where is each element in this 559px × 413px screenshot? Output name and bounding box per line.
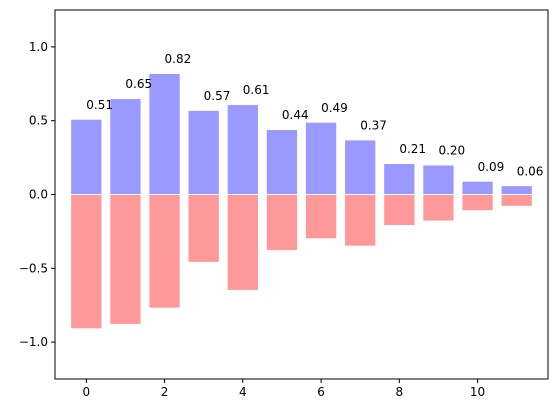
- negative-bar-8: [383, 194, 416, 226]
- negative-bar-10: [461, 194, 494, 212]
- negative-bar-5: [265, 194, 299, 252]
- y-tick-label-0: −1.0: [19, 335, 48, 349]
- data-label-10: 0.09: [478, 160, 505, 174]
- x-tick-label-0: 0: [82, 385, 90, 399]
- data-label-11: 0.06: [517, 164, 544, 178]
- data-label-2: 0.82: [165, 52, 192, 66]
- y-tick-label-3: 0.5: [29, 114, 48, 128]
- data-label-5: 0.44: [282, 108, 309, 122]
- y-tick-label-1: −0.5: [19, 261, 48, 275]
- data-label-8: 0.21: [399, 142, 426, 156]
- negative-bar-2: [148, 194, 181, 309]
- positive-bar-8: [383, 163, 416, 195]
- x-tick-label-2: 4: [239, 385, 247, 399]
- negative-bar-1: [109, 194, 142, 325]
- x-tick-label-4: 8: [395, 385, 403, 399]
- data-label-4: 0.61: [243, 83, 270, 97]
- data-label-1: 0.65: [125, 77, 152, 91]
- data-labels: 0.51 0.65 0.82 0.57 0.61 0.44 0.49 0.37 0.21 0.20…: [86, 52, 543, 178]
- positive-bar-4: [226, 103, 259, 195]
- positive-bar-11: [500, 185, 533, 195]
- positive-bar-0: [70, 118, 103, 195]
- negative-bar-7: [344, 194, 377, 247]
- x-tick-label-3: 6: [317, 385, 325, 399]
- positive-bar-1: [109, 98, 142, 195]
- positive-bar-5: [265, 129, 299, 195]
- positive-bar-9: [422, 164, 455, 195]
- positive-bar-6: [304, 121, 338, 195]
- x-axis-ticks: 0 2 4 6 8 10: [82, 379, 485, 399]
- data-label-7: 0.37: [360, 119, 387, 133]
- data-label-9: 0.20: [438, 144, 465, 158]
- positive-bar-7: [344, 139, 377, 195]
- data-label-0: 0.51: [86, 98, 113, 112]
- negative-bar-11: [500, 194, 533, 207]
- data-label-3: 0.57: [204, 89, 231, 103]
- y-tick-label-4: 1.0: [29, 40, 48, 54]
- x-tick-label-1: 2: [161, 385, 169, 399]
- x-tick-label-5: 10: [470, 385, 485, 399]
- y-tick-label-2: 0.0: [29, 188, 48, 202]
- negative-bar-4: [226, 194, 259, 291]
- y-axis-ticks: −1.0 −0.5 0.0 0.5 1.0: [19, 40, 55, 349]
- data-label-6: 0.49: [321, 101, 348, 115]
- positive-bar-10: [461, 180, 494, 196]
- negative-bar-9: [422, 194, 455, 222]
- positive-bar-2: [148, 72, 181, 195]
- negative-bar-6: [304, 194, 338, 240]
- positive-bars: [70, 72, 533, 196]
- negative-bar-3: [187, 194, 220, 263]
- plot-frame: [54, 9, 549, 380]
- negative-bar-0: [70, 194, 103, 330]
- negative-bars: [70, 194, 533, 330]
- positive-bar-3: [187, 109, 220, 195]
